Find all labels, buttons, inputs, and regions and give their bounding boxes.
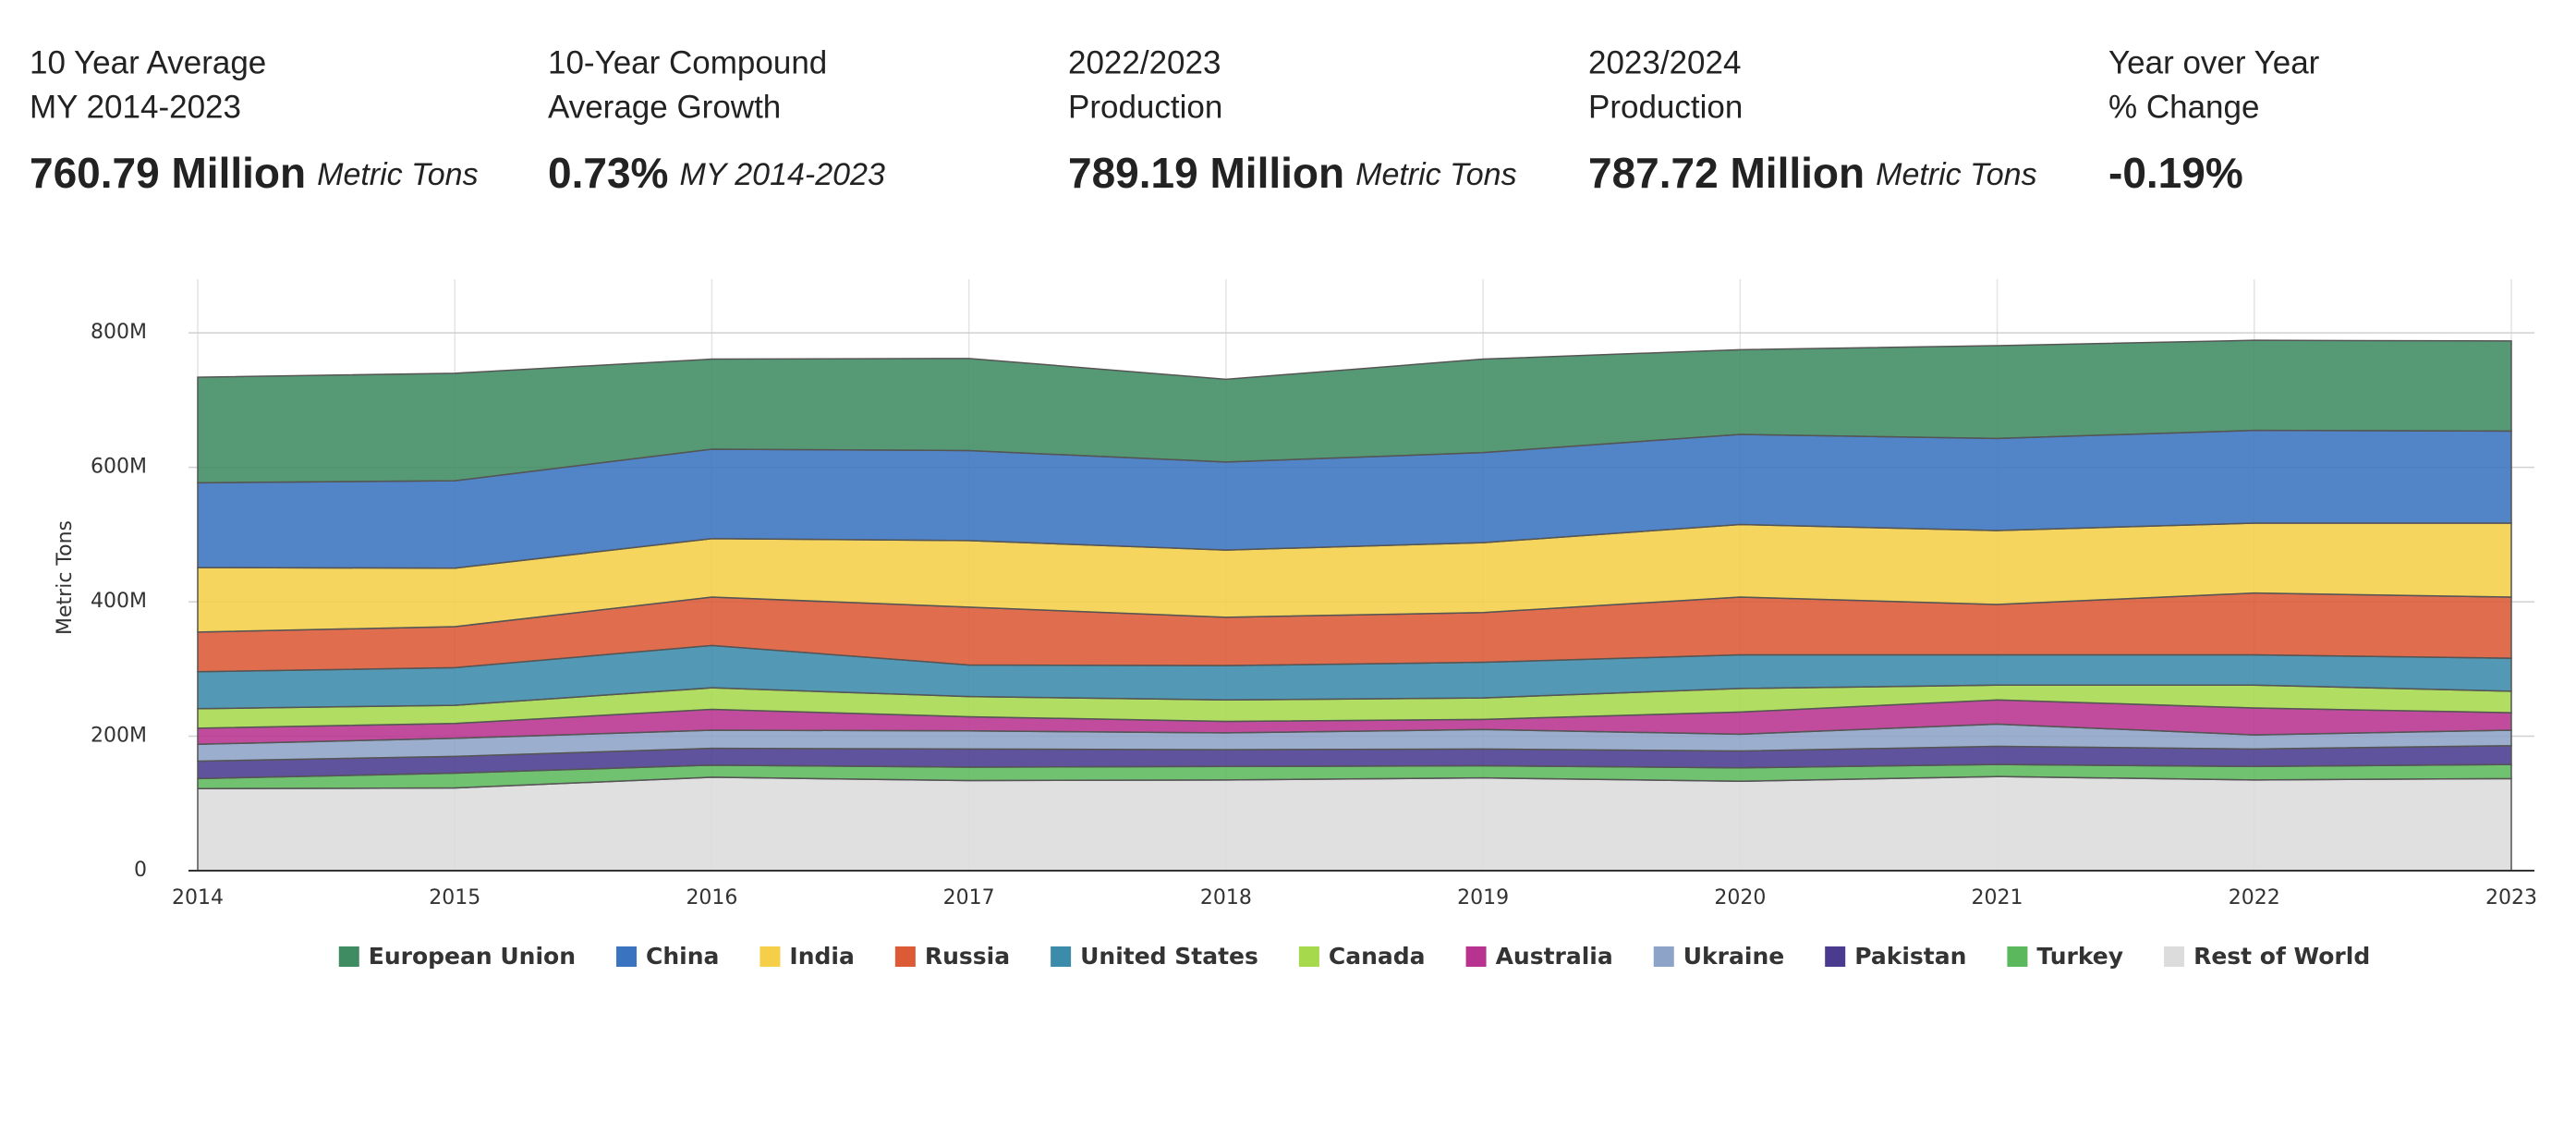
legend-label: Ukraine — [1683, 943, 1784, 970]
stat-unit: MY 2014-2023 — [679, 157, 885, 192]
y-tick-label: 800M — [91, 321, 147, 344]
legend-swatch — [1051, 946, 1072, 967]
stat-label: 10-Year Compound — [548, 44, 827, 80]
stat-value: -0.19% — [2108, 149, 2243, 197]
legend-swatch — [759, 946, 781, 967]
legend-swatch — [1465, 946, 1487, 967]
legend: European Union China India Russia United Sta… — [338, 943, 2370, 970]
legend-item[interactable]: Rest of World — [2164, 943, 2370, 970]
legend-label: Canada — [1329, 943, 1426, 970]
y-tick-label: 600M — [91, 456, 147, 479]
x-tick-label: 2023 — [2485, 886, 2537, 909]
stat-value: 0.73% MY 2014-2023 — [548, 149, 885, 197]
legend-item[interactable]: Turkey — [2007, 943, 2123, 970]
x-tick-label: 2015 — [429, 886, 480, 909]
stat-card: 10 Year Average MY 2014-2023 760.79 Millio… — [30, 44, 479, 197]
stat-number: 760.79 Million — [30, 149, 306, 197]
legend-item[interactable]: Canada — [1298, 943, 1426, 970]
stat-label: 2023/2024 — [1588, 44, 1741, 80]
x-tick-label: 2021 — [1972, 886, 2023, 909]
stat-label: 2022/2023 — [1068, 44, 1221, 80]
legend-item[interactable]: European Union — [338, 943, 576, 970]
legend-item[interactable]: Australia — [1465, 943, 1613, 970]
stat-number: 787.72 Million — [1588, 149, 1865, 197]
stat-label: % Change — [2108, 89, 2259, 125]
legend-swatch — [1298, 946, 1319, 967]
x-tick-label: 2022 — [2229, 886, 2280, 909]
legend-swatch — [894, 946, 916, 967]
y-tick-label: 200M — [91, 725, 147, 748]
stat-label: 10 Year Average — [30, 44, 266, 80]
legend-swatch — [1653, 946, 1674, 967]
legend-swatch — [2164, 946, 2185, 967]
stat-label: MY 2014-2023 — [30, 89, 241, 125]
legend-label: Russia — [925, 943, 1010, 970]
x-tick-label: 2020 — [1714, 886, 1766, 909]
stat-value: 789.19 Million Metric Tons — [1068, 149, 1517, 197]
stat-label: Production — [1068, 89, 1222, 125]
y-axis-title: Metric Tons — [54, 520, 77, 635]
legend-label: Pakistan — [1854, 943, 1966, 970]
x-tick-label: 2016 — [686, 886, 737, 909]
y-tick-label: 0 — [134, 859, 147, 882]
legend-label: European Union — [369, 943, 576, 970]
legend-item[interactable]: India — [759, 943, 855, 970]
legend-item[interactable]: Russia — [894, 943, 1010, 970]
stat-unit: Metric Tons — [1355, 157, 1516, 192]
area — [197, 775, 2512, 872]
stat-value: 787.72 Million Metric Tons — [1588, 149, 2037, 197]
legend-item[interactable]: United States — [1051, 943, 1258, 970]
legend-label: United States — [1080, 943, 1258, 970]
stat-unit: Metric Tons — [1876, 157, 2036, 192]
stat-card: Year over Year % Change -0.19% — [2108, 44, 2320, 197]
area — [197, 339, 2512, 484]
stat-number: -0.19% — [2108, 149, 2243, 197]
stat-label: Average Growth — [548, 89, 781, 125]
legend-swatch — [616, 946, 638, 967]
stat-label: Year over Year — [2108, 44, 2320, 80]
y-tick-label: 400M — [91, 590, 147, 613]
legend-label: Australia — [1496, 943, 1613, 970]
legend-label: Rest of World — [2193, 943, 2370, 970]
stat-number: 789.19 Million — [1068, 149, 1344, 197]
x-tick-label: 2017 — [943, 886, 995, 909]
stat-unit: Metric Tons — [317, 157, 478, 192]
legend-swatch — [1825, 946, 1846, 967]
stat-card: 2023/2024 Production 787.72 Million Metric … — [1588, 44, 2037, 197]
legend-item[interactable]: Pakistan — [1825, 943, 1966, 970]
legend-label: India — [789, 943, 854, 970]
legend-item[interactable]: Ukraine — [1653, 943, 1784, 970]
stat-value: 760.79 Million Metric Tons — [30, 149, 479, 197]
stat-card: 10-Year Compound Average Growth 0.73% MY 20… — [548, 44, 885, 197]
legend-swatch — [338, 946, 359, 967]
stat-card: 2022/2023 Production 789.19 Million Metric … — [1068, 44, 1517, 197]
stat-label: Production — [1588, 89, 1743, 125]
x-tick-label: 2018 — [1200, 886, 1252, 909]
x-tick-label: 2014 — [172, 886, 224, 909]
stat-number: 0.73% — [548, 149, 668, 197]
legend-swatch — [2007, 946, 2028, 967]
x-tick-label: 2019 — [1457, 886, 1509, 909]
legend-item[interactable]: China — [616, 943, 719, 970]
legend-label: Turkey — [2036, 943, 2123, 970]
legend-label: China — [646, 943, 719, 970]
